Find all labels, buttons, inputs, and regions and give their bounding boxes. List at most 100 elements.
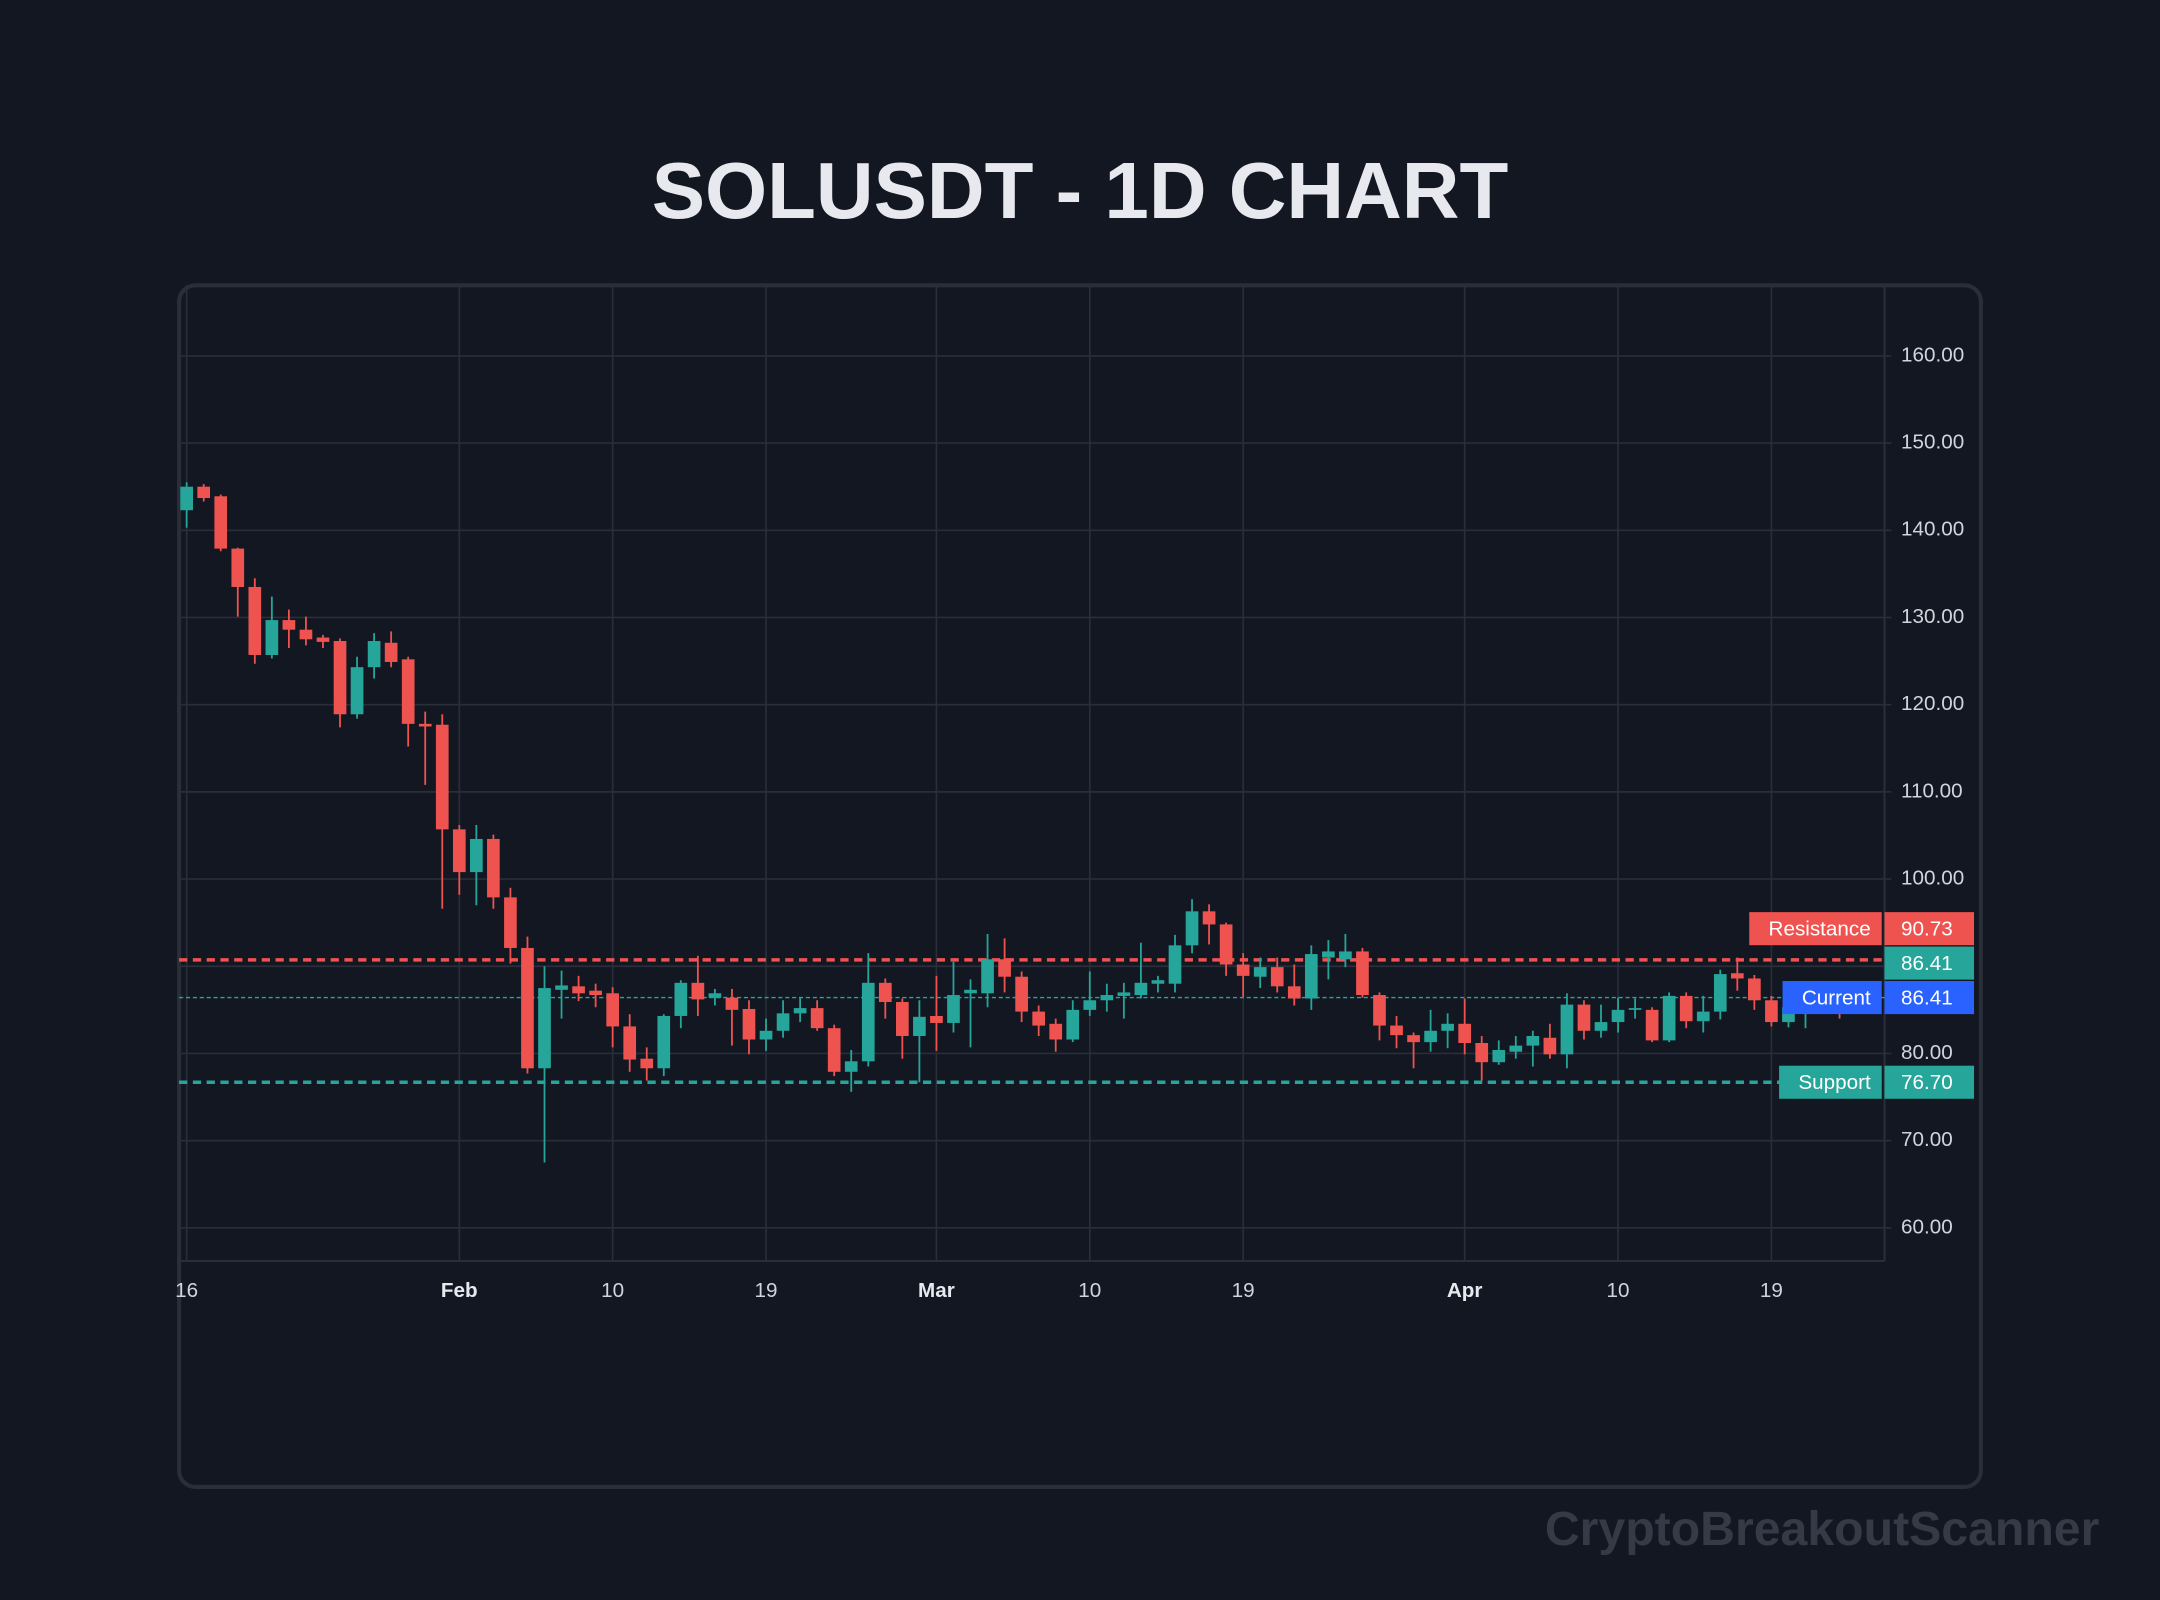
candle-body (1509, 1045, 1523, 1052)
candle-body (487, 838, 500, 898)
candle-body (1287, 986, 1301, 999)
x-tick-label: Apr (1447, 1279, 1483, 1302)
x-tick-label: Mar (918, 1279, 955, 1302)
candle-body (691, 982, 705, 1000)
candle-body (725, 997, 739, 1010)
candle-body (1270, 967, 1284, 987)
candle-body (1032, 1011, 1046, 1026)
candle-body (1458, 1023, 1472, 1043)
candle-body (1543, 1037, 1557, 1055)
candle-body (708, 993, 722, 998)
y-tick-label: 100.00 (1901, 867, 1964, 890)
candle-body (1304, 954, 1318, 999)
candle-body (1748, 978, 1761, 1001)
candle-body (521, 947, 534, 1069)
candle-body (1390, 1025, 1403, 1036)
candle-body (1645, 1009, 1659, 1041)
candle-body (964, 989, 977, 994)
candle-body (1322, 951, 1335, 958)
candle-body (470, 838, 483, 873)
candle-body (589, 990, 602, 996)
candle-body (265, 620, 279, 655)
candle-body (350, 667, 364, 715)
candle-body (930, 1015, 943, 1023)
candle-body (197, 486, 211, 499)
candle-body (1441, 1023, 1454, 1031)
candle-body (435, 724, 449, 830)
y-tick-label: 120.00 (1901, 692, 1964, 715)
y-tick-label: 60.00 (1901, 1215, 1953, 1238)
candle-body (742, 1008, 756, 1040)
candle-body (1696, 1011, 1710, 1022)
x-tick-label: 10 (1607, 1279, 1630, 1302)
candle-body (810, 1008, 824, 1029)
candle-body (1151, 980, 1165, 984)
price-label-value: 90.73 (1901, 917, 1953, 940)
candle-body (1713, 974, 1727, 1012)
price-name-box (1779, 1065, 1882, 1099)
x-tick-label: 19 (1232, 1279, 1255, 1302)
y-tick-label: 80.00 (1901, 1041, 1953, 1064)
y-tick-label: 150.00 (1901, 431, 1964, 454)
watermark: CryptoBreakoutScanner (1545, 1502, 2100, 1556)
candle-body (1373, 995, 1386, 1026)
candle-body (776, 1013, 790, 1031)
candle-body (1015, 976, 1028, 1012)
candle-body (844, 1061, 858, 1072)
price-label-box (1884, 981, 1975, 1015)
price-label-value: 86.41 (1901, 952, 1953, 975)
candle-body (1560, 1004, 1574, 1055)
candle-body (572, 986, 585, 994)
y-tick-label: 110.00 (1901, 779, 1963, 802)
candle-body (896, 1002, 909, 1037)
candle-body (1492, 1049, 1506, 1063)
candle-body (981, 959, 994, 994)
candle-body (1475, 1042, 1489, 1063)
price-label-box (1884, 1065, 1975, 1099)
candle-body (1168, 945, 1182, 984)
candle-body (1339, 951, 1352, 960)
candle-body (299, 629, 313, 640)
y-tick-label: 160.00 (1901, 343, 1964, 366)
x-tick-label: Feb (441, 1279, 478, 1302)
candle-body (282, 620, 296, 630)
candle-body (180, 486, 193, 511)
candle-body (861, 982, 875, 1062)
candle-body (555, 985, 568, 990)
candle-body (640, 1058, 654, 1069)
candle-body (1730, 973, 1744, 979)
chart-title: SOLUSDT - 1D CHART (652, 146, 1509, 235)
candle-body (418, 723, 432, 727)
y-tick-label: 130.00 (1901, 605, 1964, 628)
candle-body (401, 659, 415, 724)
candle-body (316, 637, 330, 642)
chart-frame (177, 283, 1983, 1490)
x-tick-label: 16 (175, 1279, 198, 1302)
candle-body (214, 496, 228, 549)
candle-body (947, 995, 960, 1023)
candle-body (674, 982, 688, 1016)
y-tick-label: 70.00 (1901, 1128, 1953, 1151)
candle-body (1628, 1008, 1642, 1010)
y-tick-label: 140.00 (1901, 518, 1964, 541)
candle-body (1526, 1036, 1540, 1046)
candle-body (231, 548, 245, 587)
x-tick-label: 19 (1760, 1279, 1783, 1302)
candle-body (793, 1008, 807, 1014)
candle-body (538, 988, 551, 1069)
candle-body (1407, 1035, 1420, 1043)
candle-body (998, 959, 1011, 977)
candle-body (827, 1028, 841, 1072)
candle-body (1594, 1022, 1608, 1031)
price-label-value: 86.41 (1901, 986, 1953, 1009)
candle-body (1577, 1004, 1591, 1031)
candle-body (333, 641, 347, 715)
candle-body (1679, 995, 1693, 1022)
candle-body (248, 586, 262, 655)
candle-body (384, 642, 398, 662)
candle-body (1236, 964, 1250, 976)
candle-body (913, 1016, 926, 1037)
candle-body (759, 1030, 773, 1040)
candle-body (504, 897, 517, 948)
